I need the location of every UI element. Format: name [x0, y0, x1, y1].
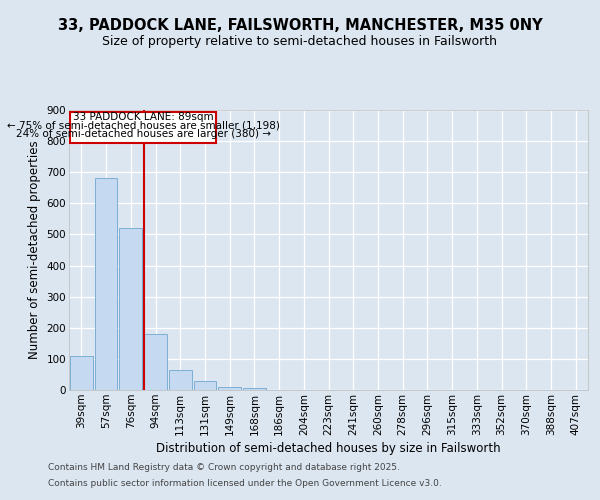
Text: Contains HM Land Registry data © Crown copyright and database right 2025.: Contains HM Land Registry data © Crown c… — [48, 464, 400, 472]
Text: ← 75% of semi-detached houses are smaller (1,198): ← 75% of semi-detached houses are smalle… — [7, 120, 280, 130]
Bar — [95, 178, 118, 390]
Bar — [70, 356, 93, 390]
Text: 33 PADDOCK LANE: 89sqm: 33 PADDOCK LANE: 89sqm — [73, 112, 214, 122]
Text: Size of property relative to semi-detached houses in Failsworth: Size of property relative to semi-detach… — [103, 35, 497, 48]
Bar — [144, 334, 167, 390]
Y-axis label: Number of semi-detached properties: Number of semi-detached properties — [28, 140, 41, 360]
FancyBboxPatch shape — [70, 112, 216, 142]
Text: 24% of semi-detached houses are larger (380) →: 24% of semi-detached houses are larger (… — [16, 129, 271, 139]
Bar — [169, 370, 191, 390]
Bar — [194, 380, 216, 390]
X-axis label: Distribution of semi-detached houses by size in Failsworth: Distribution of semi-detached houses by … — [156, 442, 501, 455]
Text: 33, PADDOCK LANE, FAILSWORTH, MANCHESTER, M35 0NY: 33, PADDOCK LANE, FAILSWORTH, MANCHESTER… — [58, 18, 542, 32]
Bar — [119, 228, 142, 390]
Bar — [218, 387, 241, 390]
Bar — [243, 388, 266, 390]
Text: Contains public sector information licensed under the Open Government Licence v3: Contains public sector information licen… — [48, 478, 442, 488]
